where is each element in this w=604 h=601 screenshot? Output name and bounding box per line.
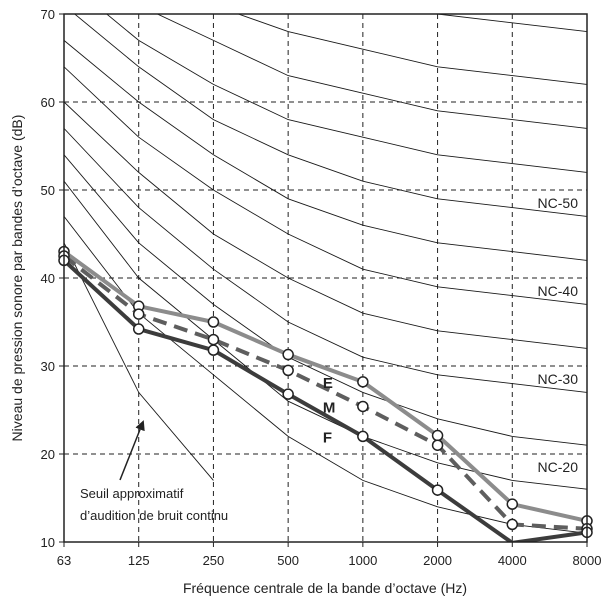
series-line-E bbox=[64, 249, 587, 523]
annotation-line-1: Seuil approximatif bbox=[80, 486, 184, 501]
series-label-E: E bbox=[323, 375, 333, 392]
annotation-line-2: d’audition de bruit continu bbox=[80, 508, 228, 523]
series-point-F bbox=[431, 484, 444, 496]
x-tick-label: 125 bbox=[128, 553, 150, 568]
nc-curve bbox=[156, 14, 587, 129]
nc-curve bbox=[105, 14, 587, 173]
annotation-arrow bbox=[119, 420, 145, 481]
series-point-F bbox=[357, 430, 369, 443]
threshold-curve bbox=[64, 242, 214, 481]
series-point-M bbox=[506, 518, 519, 531]
series-point-F bbox=[207, 344, 220, 356]
nc-curve bbox=[433, 14, 587, 33]
y-axis-label: Niveau de pression sonore par bandes d’o… bbox=[9, 115, 25, 442]
x-axis-label: Fréquence centrale de la bande d’octave … bbox=[183, 580, 467, 596]
nc-curve bbox=[236, 14, 587, 85]
y-tick-label: 10 bbox=[41, 535, 55, 550]
series-point-E bbox=[431, 429, 444, 442]
nc-curve bbox=[64, 216, 587, 534]
x-tick-label: 250 bbox=[203, 553, 225, 568]
x-tick-label: 2000 bbox=[423, 553, 452, 568]
nc-curve bbox=[73, 14, 587, 217]
series-markers bbox=[58, 245, 593, 539]
series-point-M bbox=[357, 400, 369, 413]
series-point-M bbox=[207, 333, 220, 346]
nc-curve bbox=[64, 154, 587, 446]
y-tick-label: 70 bbox=[41, 7, 55, 22]
y-tick-label: 60 bbox=[41, 95, 55, 110]
nc-curve bbox=[64, 66, 587, 305]
series-point-F bbox=[282, 388, 294, 400]
labels: NC-50 NC-40 NC-30 NC-20 EMF bbox=[323, 195, 578, 475]
x-tick-label: 1000 bbox=[348, 553, 377, 568]
nc-curve bbox=[64, 101, 587, 349]
nc-curve bbox=[64, 180, 587, 490]
series-point-M bbox=[431, 439, 444, 451]
ticks: 63 125 250 500 1000 2000 4000 8000 10 20 30 40 50 60 7… bbox=[41, 7, 602, 568]
nc-curve-label: NC-40 bbox=[538, 283, 579, 299]
y-tick-label: 20 bbox=[41, 447, 55, 462]
series-line-F bbox=[64, 258, 587, 542]
y-tick-label: 30 bbox=[41, 359, 55, 374]
series-point-E bbox=[207, 316, 220, 328]
nc-curve bbox=[64, 40, 587, 261]
threshold-annotation: Seuil approximatif d’audition de bruit c… bbox=[80, 420, 228, 523]
x-tick-label: 63 bbox=[57, 553, 71, 568]
series-label-F: F bbox=[323, 429, 332, 446]
series-point-M bbox=[132, 308, 145, 320]
y-tick-label: 40 bbox=[41, 271, 55, 286]
threshold-line bbox=[64, 242, 214, 481]
grid bbox=[64, 14, 587, 542]
series-point-E bbox=[282, 348, 294, 361]
x-tick-label: 4000 bbox=[498, 553, 527, 568]
nc-curves bbox=[64, 14, 587, 534]
x-tick-label: 8000 bbox=[573, 553, 602, 568]
series-point-E bbox=[506, 498, 519, 510]
x-tick-label: 500 bbox=[277, 553, 299, 568]
nc-curve-label: NC-30 bbox=[538, 371, 579, 387]
series-point-E bbox=[357, 376, 369, 388]
series-point-F bbox=[132, 323, 145, 335]
y-tick-label: 50 bbox=[41, 183, 55, 198]
nc-curve-label: NC-50 bbox=[538, 195, 579, 211]
nc-curve bbox=[64, 128, 587, 393]
nc-curve-label: NC-20 bbox=[538, 459, 579, 475]
series-point-M bbox=[282, 364, 294, 377]
series bbox=[64, 249, 587, 542]
series-label-M: M bbox=[323, 399, 336, 416]
series-line-M bbox=[64, 254, 587, 531]
